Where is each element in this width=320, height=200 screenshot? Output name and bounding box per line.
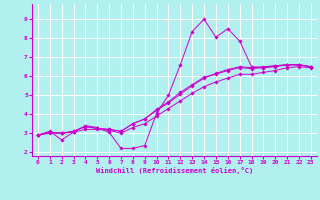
X-axis label: Windchill (Refroidissement éolien,°C): Windchill (Refroidissement éolien,°C) (96, 167, 253, 174)
